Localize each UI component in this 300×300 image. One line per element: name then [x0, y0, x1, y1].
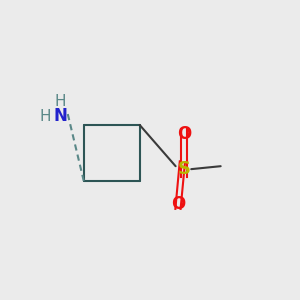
Text: H: H: [40, 109, 51, 124]
Text: S: S: [177, 160, 190, 178]
Text: O: O: [177, 125, 191, 143]
Text: H: H: [54, 94, 66, 109]
Text: N: N: [53, 107, 67, 125]
Text: O: O: [171, 196, 185, 214]
